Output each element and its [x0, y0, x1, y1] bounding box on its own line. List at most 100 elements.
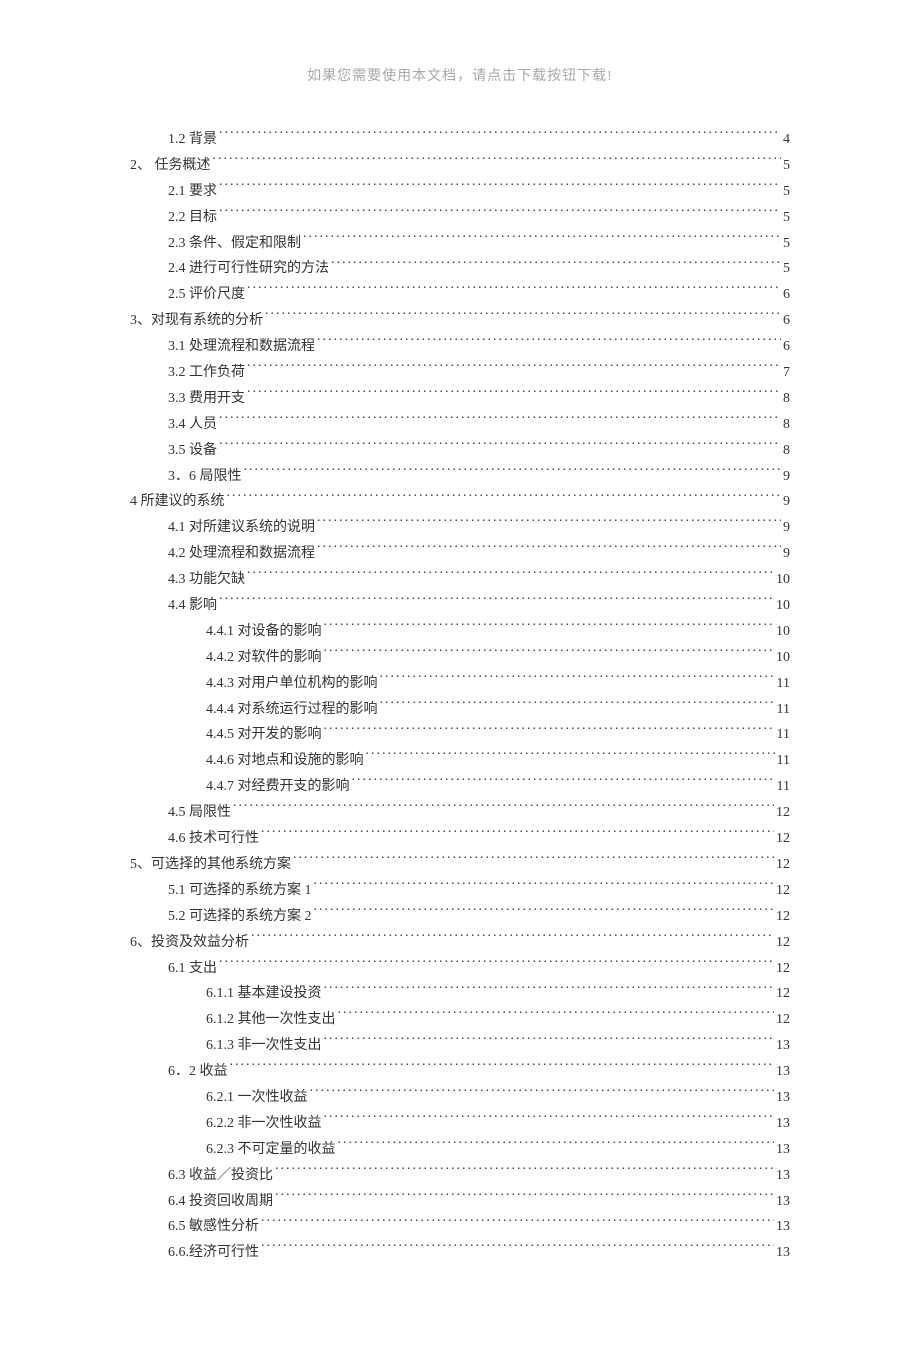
- toc-entry-page: 13: [776, 1111, 790, 1137]
- toc-entry-page: 5: [783, 153, 790, 179]
- toc-leader-dots: [261, 1216, 774, 1230]
- toc-leader-dots: [314, 906, 775, 920]
- toc-entry-label: 3.4 人员: [168, 412, 217, 438]
- toc-leader-dots: [227, 491, 782, 505]
- toc-entry: 6.2.3 不可定量的收益13: [130, 1137, 790, 1163]
- toc-entry-page: 6: [783, 334, 790, 360]
- toc-entry-label: 4.3 功能欠缺: [168, 567, 245, 593]
- toc-entry-page: 13: [776, 1059, 790, 1085]
- table-of-contents: 1.2 背景42、 任务概述52.1 要求52.2 目标52.3 条件、假定和限…: [130, 127, 790, 1266]
- toc-entry-label: 4.4.7 对经费开支的影响: [206, 774, 350, 800]
- toc-leader-dots: [352, 776, 775, 790]
- toc-entry-page: 11: [777, 722, 790, 748]
- toc-entry-label: 6.3 收益／投资比: [168, 1163, 273, 1189]
- toc-entry-label: 6.2.3 不可定量的收益: [206, 1137, 336, 1163]
- toc-entry-label: 4.4.1 对设备的影响: [206, 619, 322, 645]
- toc-leader-dots: [324, 621, 775, 635]
- toc-entry-label: 2.4 进行可行性研究的方法: [168, 256, 329, 282]
- toc-leader-dots: [324, 724, 775, 738]
- toc-leader-dots: [247, 569, 774, 583]
- toc-entry: 4.5 局限性12: [130, 800, 790, 826]
- toc-leader-dots: [247, 388, 781, 402]
- toc-entry-page: 12: [776, 956, 790, 982]
- toc-leader-dots: [213, 155, 782, 169]
- toc-entry-page: 13: [776, 1163, 790, 1189]
- toc-entry: 3.4 人员 8: [130, 412, 790, 438]
- toc-entry-label: 3．6 局限性: [168, 464, 242, 490]
- toc-leader-dots: [219, 207, 781, 221]
- toc-entry: 3.1 处理流程和数据流程 6: [130, 334, 790, 360]
- toc-entry-label: 2.3 条件、假定和限制: [168, 231, 301, 257]
- toc-entry: 6.4 投资回收周期13: [130, 1189, 790, 1215]
- toc-entry-label: 5.1 可选择的系统方案 1: [168, 878, 312, 904]
- toc-leader-dots: [338, 1009, 775, 1023]
- toc-leader-dots: [251, 932, 774, 946]
- toc-entry-page: 10: [776, 567, 790, 593]
- toc-entry: 1.2 背景4: [130, 127, 790, 153]
- toc-entry: 4.2 处理流程和数据流程9: [130, 541, 790, 567]
- toc-entry-label: 4 所建议的系统: [130, 489, 225, 515]
- toc-entry-label: 6.1.2 其他一次性支出: [206, 1007, 336, 1033]
- toc-leader-dots: [310, 1087, 775, 1101]
- toc-leader-dots: [219, 129, 781, 143]
- toc-leader-dots: [366, 750, 775, 764]
- toc-entry: 4.4 影响10: [130, 593, 790, 619]
- toc-entry: 6、投资及效益分析12: [130, 930, 790, 956]
- toc-leader-dots: [261, 828, 774, 842]
- toc-entry: 4.6 技术可行性12: [130, 826, 790, 852]
- toc-leader-dots: [244, 466, 782, 480]
- toc-entry: 2、 任务概述 5: [130, 153, 790, 179]
- toc-entry: 2.2 目标5: [130, 205, 790, 231]
- toc-leader-dots: [331, 258, 781, 272]
- toc-entry-page: 10: [776, 619, 790, 645]
- toc-entry-page: 8: [783, 412, 790, 438]
- toc-entry: 4.4.4 对系统运行过程的影响11: [130, 697, 790, 723]
- toc-leader-dots: [219, 440, 781, 454]
- toc-entry-label: 3.3 费用开支: [168, 386, 245, 412]
- toc-entry-page: 4: [783, 127, 790, 153]
- toc-entry: 6.3 收益／投资比 13: [130, 1163, 790, 1189]
- toc-entry: 2.4 进行可行性研究的方法5: [130, 256, 790, 282]
- document-page: 如果您需要使用本文档，请点击下载按钮下载! 1.2 背景42、 任务概述 5 2.1…: [0, 0, 920, 1346]
- toc-leader-dots: [233, 802, 774, 816]
- toc-entry-page: 13: [776, 1033, 790, 1059]
- toc-entry: 5.2 可选择的系统方案 212: [130, 904, 790, 930]
- toc-entry-page: 13: [776, 1214, 790, 1240]
- toc-entry: 3.2 工作负荷7: [130, 360, 790, 386]
- toc-entry-label: 3、对现有系统的分析: [130, 308, 263, 334]
- toc-entry-label: 2.1 要求: [168, 179, 217, 205]
- toc-entry-label: 5.2 可选择的系统方案 2: [168, 904, 312, 930]
- toc-entry: 3.5 设备8: [130, 438, 790, 464]
- toc-leader-dots: [317, 336, 781, 350]
- toc-entry-page: 6: [783, 282, 790, 308]
- toc-entry-page: 12: [776, 852, 790, 878]
- toc-entry: 2.3 条件、假定和限制5: [130, 231, 790, 257]
- toc-entry-label: 3.1 处理流程和数据流程: [168, 334, 315, 360]
- toc-leader-dots: [219, 414, 781, 428]
- toc-entry-page: 12: [776, 1007, 790, 1033]
- toc-entry-label: 6.6.经济可行性: [168, 1240, 259, 1266]
- toc-leader-dots: [324, 983, 775, 997]
- toc-leader-dots: [275, 1165, 774, 1179]
- toc-entry-label: 6.1 支出: [168, 956, 217, 982]
- toc-entry-label: 4.4.6 对地点和设施的影响: [206, 748, 364, 774]
- toc-entry-page: 13: [776, 1189, 790, 1215]
- toc-entry-page: 12: [776, 826, 790, 852]
- toc-entry-page: 12: [776, 878, 790, 904]
- toc-entry-page: 12: [776, 981, 790, 1007]
- toc-entry: 4.4.2 对软件的影响10: [130, 645, 790, 671]
- toc-entry: 4.4.3 对用户单位机构的影响11: [130, 671, 790, 697]
- toc-entry-page: 9: [783, 515, 790, 541]
- header-note: 如果您需要使用本文档，请点击下载按钮下载!: [130, 65, 790, 85]
- toc-entry: 3、对现有系统的分析 6: [130, 308, 790, 334]
- toc-entry-page: 6: [783, 308, 790, 334]
- toc-leader-dots: [324, 1113, 775, 1127]
- toc-entry: 6.2.2 非一次性收益13: [130, 1111, 790, 1137]
- toc-entry-page: 12: [776, 800, 790, 826]
- toc-leader-dots: [324, 1035, 775, 1049]
- toc-entry-page: 5: [783, 205, 790, 231]
- toc-entry-label: 3.2 工作负荷: [168, 360, 245, 386]
- toc-entry-page: 5: [783, 179, 790, 205]
- toc-entry-label: 2、 任务概述: [130, 153, 211, 179]
- toc-entry: 5、可选择的其他系统方案12: [130, 852, 790, 878]
